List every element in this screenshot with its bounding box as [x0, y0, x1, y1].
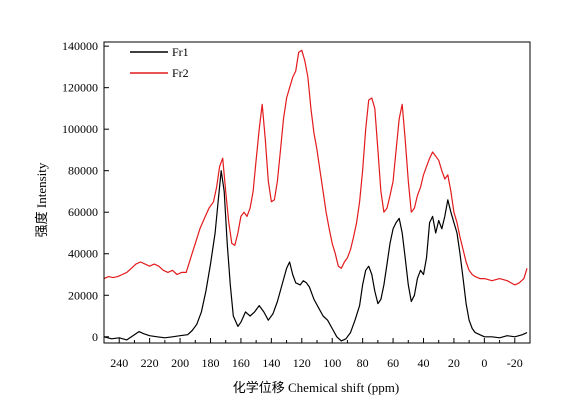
y-tick-label: 20000 — [68, 288, 98, 302]
x-tick-label: 140 — [262, 356, 280, 370]
y-tick-label: 40000 — [68, 247, 98, 261]
x-tick-label: 240 — [110, 356, 128, 370]
legend-label-fr2: Fr2 — [172, 66, 189, 80]
x-tick-label: 180 — [202, 356, 220, 370]
series-line-fr1 — [103, 170, 528, 342]
legend: Fr1 Fr2 — [130, 45, 189, 80]
y-tick-label: 80000 — [68, 164, 98, 178]
legend-label-fr1: Fr1 — [172, 45, 189, 59]
x-tick-label: 0 — [481, 356, 487, 370]
series-group — [103, 49, 528, 342]
y-tick-label: 0 — [92, 330, 98, 344]
y-axis: 0 20000 40000 60000 80000 100000 120000 140000 — [62, 39, 109, 344]
y-tick-label: 120000 — [62, 81, 98, 95]
x-axis-title: 化学位移 Chemical shift (ppm) — [233, 380, 399, 395]
x-tick-label: 40 — [418, 356, 430, 370]
y-tick-label: 60000 — [68, 205, 98, 219]
x-tick-label: 220 — [141, 356, 159, 370]
x-tick-label: 160 — [232, 356, 250, 370]
x-tick-label: 200 — [171, 356, 189, 370]
x-tick-label: 100 — [323, 356, 341, 370]
x-tick-label: -20 — [507, 356, 523, 370]
series-line-fr2 — [103, 49, 528, 286]
x-tick-label: 120 — [293, 356, 311, 370]
y-axis-title: 强度 Intensity — [34, 162, 49, 237]
y-tick-label: 100000 — [62, 122, 98, 136]
x-axis: 240 220 200 180 160 140 120 100 80 60 40 20 0 -20 — [103, 338, 531, 370]
x-tick-label: 60 — [387, 356, 399, 370]
plot-frame — [103, 41, 531, 344]
x-tick-label: 20 — [448, 356, 460, 370]
y-tick-label: 140000 — [62, 39, 98, 53]
x-tick-label: 80 — [357, 356, 369, 370]
